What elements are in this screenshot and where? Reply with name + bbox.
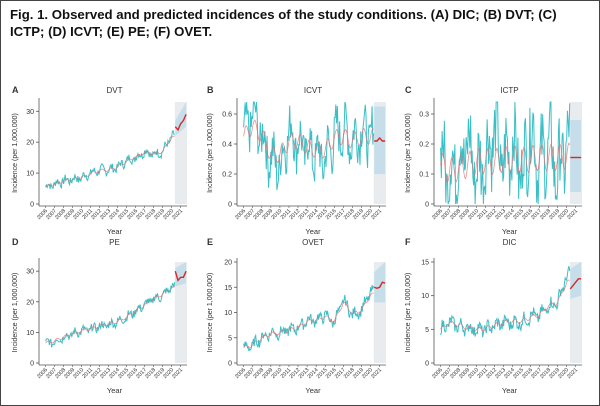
- y-tick-label: 10: [26, 171, 34, 178]
- y-axis-label: Incidence (per 1,000,000): [207, 113, 214, 193]
- fitted-line: [45, 135, 175, 188]
- prediction-interval: [374, 262, 386, 303]
- fitted-line: [243, 119, 374, 164]
- y-tick-label: 5: [228, 335, 232, 342]
- panel-c: C ICTP 0 0.1 0.2 0.3 Incidence (per 1,000,000)…: [405, 85, 582, 236]
- y-axis-label: Incidence (per 1,000,000): [12, 273, 19, 353]
- y-tick-label: 0: [30, 361, 34, 368]
- y-tick-label: 0: [425, 361, 429, 368]
- x-axis-label: Year: [502, 386, 518, 395]
- x-axis-label: Year: [305, 227, 321, 236]
- y-tick-label: 30: [26, 269, 34, 276]
- panel-b: B ICVT 0 0.2 0.4 0.6 Incidence (per 1,000,000)…: [207, 85, 386, 236]
- observed-line: [45, 130, 175, 190]
- prediction-interval: [570, 120, 582, 192]
- y-tick-label: 0: [228, 361, 232, 368]
- y-axis-label: Incidence (per 1,000,000): [405, 113, 412, 193]
- y-tick-label: 0: [228, 202, 232, 209]
- y-tick-label: 0.3: [419, 112, 429, 119]
- observed-line: [440, 101, 571, 205]
- panel-letter: E: [207, 237, 213, 247]
- panel-letter: A: [12, 85, 19, 95]
- panel-title: ICVT: [304, 86, 322, 95]
- panel-title: OVET: [302, 238, 324, 247]
- y-tick-label: 20: [26, 299, 34, 306]
- predicted-line: [373, 281, 386, 290]
- x-tick-label: 2021: [370, 367, 383, 380]
- figure-caption: Fig. 1. Observed and predicted incidence…: [10, 7, 557, 39]
- observed-line: [440, 266, 571, 338]
- y-tick-label: 0.2: [419, 142, 429, 149]
- fitted-line: [440, 142, 571, 184]
- y-tick-label: 0: [425, 202, 429, 209]
- x-tick-label: 2021: [370, 208, 383, 221]
- forecast-region: [174, 262, 187, 363]
- y-tick-label: 20: [26, 140, 34, 147]
- predicted-line: [174, 270, 187, 282]
- y-tick-label: 0.4: [222, 142, 232, 149]
- fitted-line: [45, 286, 175, 344]
- fitted-line: [440, 279, 570, 332]
- x-axis-label: Year: [305, 386, 321, 395]
- y-tick-label: 0: [30, 202, 34, 209]
- predicted-line: [374, 136, 386, 142]
- x-tick-label: 2021: [171, 208, 184, 221]
- observed-line: [45, 282, 176, 348]
- prediction-interval: [374, 106, 386, 174]
- y-axis-label: Incidence (per 1,000,000): [405, 273, 412, 353]
- y-tick-label: 5: [425, 327, 429, 334]
- y-tick-label: 10: [421, 293, 429, 300]
- y-tick-label: 15: [421, 260, 429, 267]
- observed-line: [243, 101, 375, 191]
- x-axis-label: Year: [502, 227, 518, 236]
- predicted-line: [174, 114, 187, 132]
- fitted-line: [243, 292, 374, 349]
- panel-letter: C: [405, 85, 412, 95]
- panel-title: DIC: [503, 238, 517, 247]
- y-tick-label: 10: [26, 330, 34, 337]
- y-tick-label: 0.1: [419, 172, 429, 179]
- x-tick-label: 2021: [171, 367, 184, 380]
- panel-letter: F: [405, 237, 411, 247]
- x-axis-label: Year: [107, 386, 123, 395]
- y-axis-label: Incidence (per 1,000,000): [12, 113, 19, 193]
- prediction-interval: [175, 102, 187, 136]
- panel-title: PE: [109, 238, 120, 247]
- y-tick-label: 20: [224, 260, 232, 267]
- prediction-interval: [570, 262, 582, 300]
- x-tick-label: 2021: [566, 367, 579, 380]
- y-tick-label: 15: [224, 285, 232, 292]
- panel-letter: B: [207, 85, 214, 95]
- predicted-line: [569, 278, 582, 290]
- y-tick-label: 0.6: [222, 112, 232, 119]
- panel-letter: D: [12, 237, 19, 247]
- y-axis-label: Incidence (per 1,000,000): [207, 273, 214, 353]
- panel-title: DVT: [107, 86, 123, 95]
- y-tick-label: 0.2: [222, 172, 232, 179]
- y-tick-label: 10: [224, 310, 232, 317]
- y-tick-label: 30: [26, 109, 34, 116]
- panel-title: ICTP: [500, 86, 518, 95]
- x-tick-label: 2021: [566, 208, 579, 221]
- panel-e: E OVET 0 5 10 15 20 Incidence (per 1,000,000) 20…: [207, 237, 386, 395]
- x-axis-label: Year: [107, 227, 123, 236]
- observed-line: [243, 285, 375, 352]
